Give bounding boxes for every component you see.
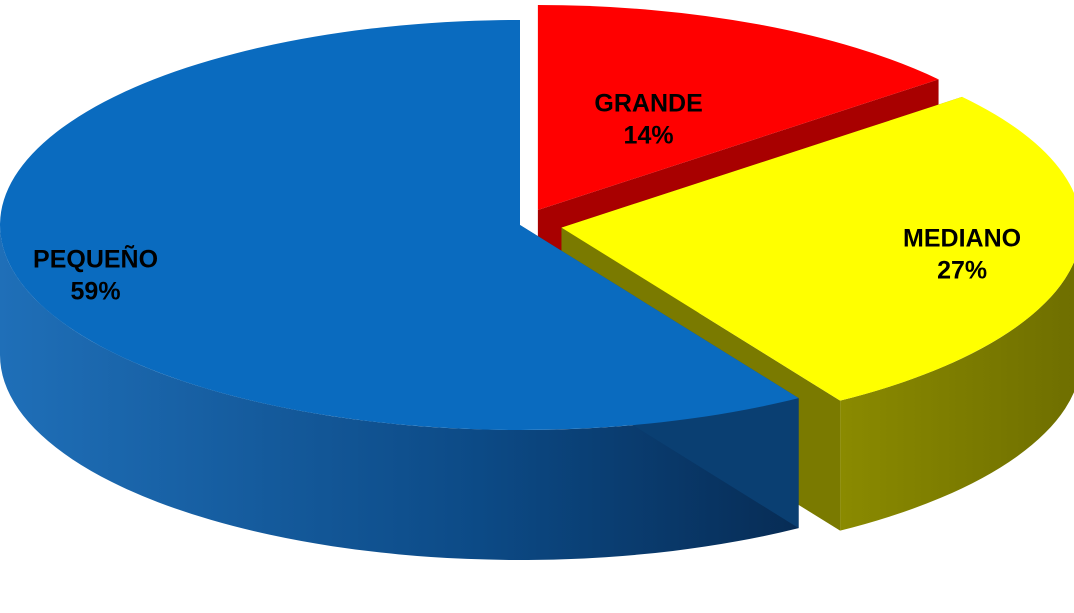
slice-label-name-mediano: MEDIANO — [903, 225, 1021, 253]
slice-label-value-mediano: 27% — [937, 257, 987, 285]
slice-label-pequeño: PEQUEÑO 59% — [33, 244, 158, 306]
slice-label-value-grande: 14% — [624, 121, 674, 149]
slice-grande — [537, 5, 939, 211]
slice-label-mediano: MEDIANO 27% — [903, 225, 1021, 285]
pie-tops — [0, 5, 1074, 430]
slice-label-grande: GRANDE 14% — [594, 89, 702, 149]
slice-label-name-pequeño: PEQUEÑO — [33, 244, 158, 274]
pie-labels: GRANDE 14% MEDIANO 27% PEQUEÑO 59% — [33, 89, 1021, 305]
slice-label-name-grande: GRANDE — [594, 89, 702, 117]
slice-side-mediano — [840, 262, 1074, 531]
slice-label-value-pequeño: 59% — [71, 278, 121, 306]
slice-mediano — [561, 96, 1074, 401]
slice-side-pequeño — [0, 225, 799, 560]
slice-pequeño — [0, 20, 799, 430]
